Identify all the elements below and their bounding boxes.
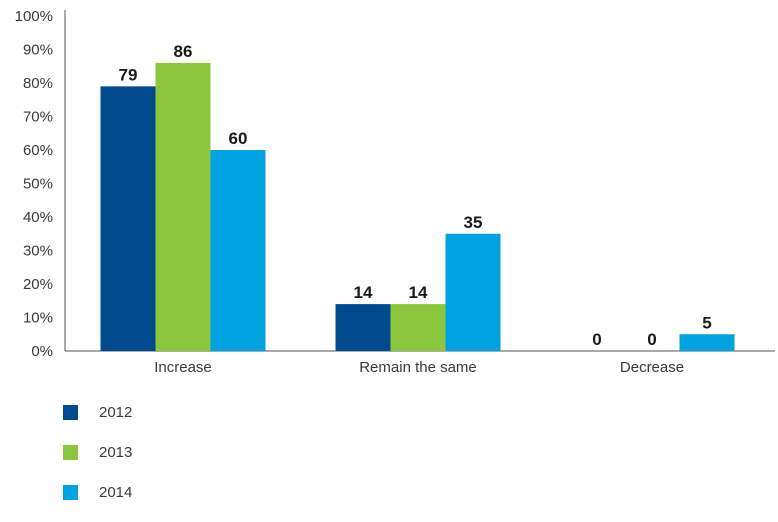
legend-item-2012: 2012: [63, 402, 132, 422]
data-label: 5: [702, 313, 711, 332]
legend-item-2014: 2014: [63, 482, 132, 502]
data-label: 14: [354, 283, 373, 302]
y-tick-label: 70%: [23, 109, 53, 126]
legend: 2012 2013 2014: [63, 402, 132, 522]
legend-label-2014: 2014: [99, 483, 133, 501]
bar-chart: 0% 10% 20% 30% 40% 50% 60% 70% 80% 90% 100% Increa…: [15, 8, 775, 376]
x-category-label: Remain the same: [359, 359, 477, 376]
data-label: 60: [229, 129, 248, 148]
bar-2014-0: [210, 150, 266, 351]
data-label: 0: [592, 330, 601, 349]
y-tick-label: 50%: [23, 176, 53, 193]
legend-swatch-2014: [63, 484, 78, 500]
y-tick-label: 20%: [23, 276, 53, 293]
value-labels: 79 86 60 14 14 35 0 0 5: [119, 42, 712, 349]
x-category-label: Increase: [154, 359, 212, 376]
legend-swatch-2012: [63, 404, 78, 420]
x-axis: Increase Remain the same Decrease: [65, 350, 775, 376]
bar-2014-1: [445, 233, 501, 351]
y-tick-label: 0%: [31, 343, 53, 360]
y-tick-label: 90%: [23, 42, 53, 59]
bar-2012-1: [335, 304, 391, 351]
x-category-label: Decrease: [620, 359, 684, 376]
y-tick-label: 40%: [23, 209, 53, 226]
data-label: 0: [647, 330, 656, 349]
legend-label-2013: 2013: [99, 443, 133, 461]
data-label: 35: [464, 213, 483, 232]
bar-2014-2: [679, 334, 735, 351]
y-tick-label: 80%: [23, 75, 53, 92]
y-tick-label: 60%: [23, 142, 53, 159]
legend-label-2012: 2012: [99, 403, 133, 421]
data-label: 86: [174, 42, 193, 61]
legend-item-2013: 2013: [63, 442, 132, 462]
bar-2013-1: [390, 304, 446, 351]
bar-2013-0: [155, 62, 211, 352]
data-label: 79: [119, 65, 138, 84]
y-tick-label: 10%: [23, 310, 53, 327]
legend-swatch-2013: [63, 444, 78, 460]
y-tick-label: 100%: [15, 8, 53, 25]
bars: [100, 62, 735, 352]
y-tick-label: 30%: [23, 243, 53, 260]
bar-2012-0: [100, 86, 156, 351]
y-axis: 0% 10% 20% 30% 40% 50% 60% 70% 80% 90% 100%: [15, 8, 66, 360]
data-label: 14: [409, 283, 428, 302]
